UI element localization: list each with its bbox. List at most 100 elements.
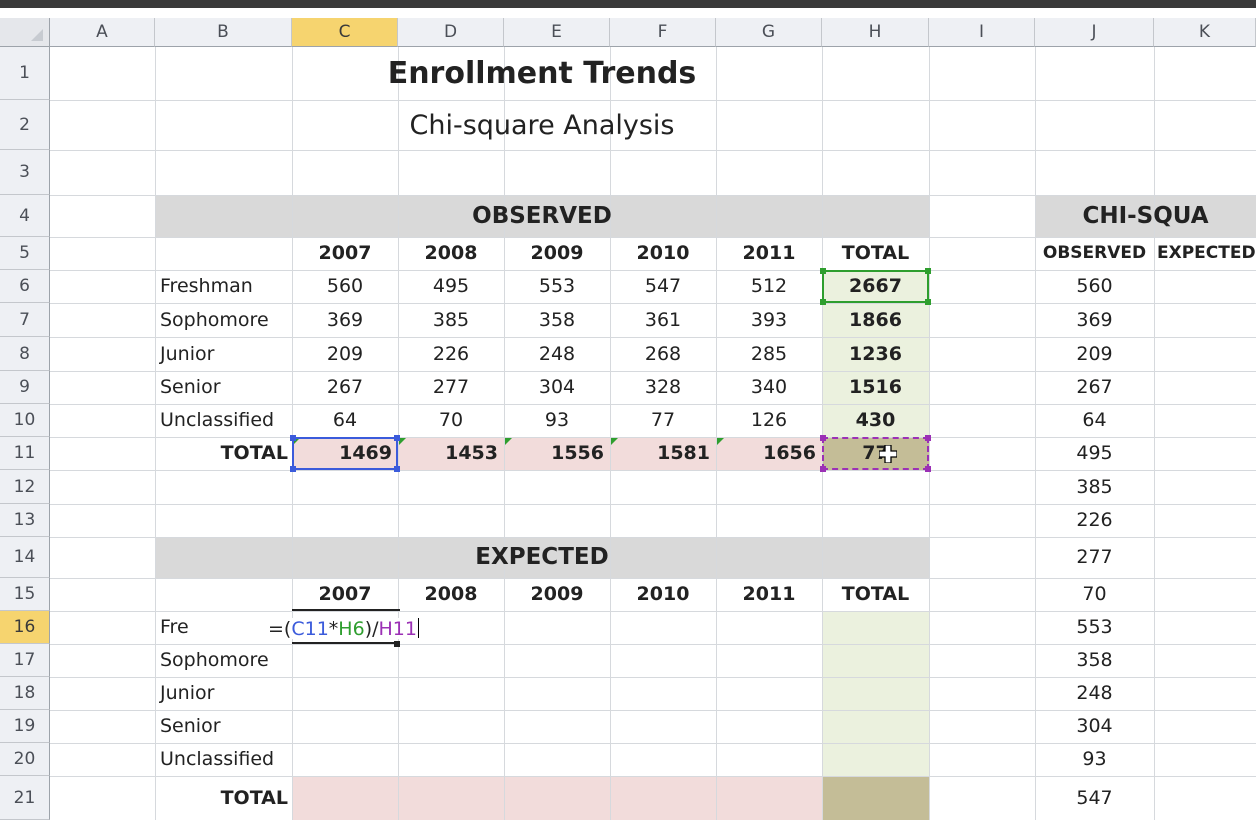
reference-box-C11: [292, 437, 398, 470]
reference-handle[interactable]: [290, 435, 296, 441]
reference-handle[interactable]: [925, 435, 931, 441]
row-header-1[interactable]: 1: [0, 47, 50, 100]
chi-observed-cell: 560: [1076, 275, 1113, 297]
chi-observed-cell: 277: [1076, 546, 1113, 568]
observed-cell: 209: [326, 342, 364, 365]
observed-cell: 495: [432, 275, 470, 297]
observed-grand-total: 77: [862, 442, 889, 464]
column-header-F[interactable]: F: [610, 18, 716, 47]
gridline-row-4: [50, 237, 1256, 238]
observed-year-header-F: 2010: [636, 242, 690, 264]
observed-cell: 77: [650, 409, 676, 431]
row-header-12[interactable]: 12: [0, 470, 50, 504]
expected-section-header: EXPECTED: [475, 544, 609, 570]
observed-row-label: Unclassified: [160, 409, 275, 431]
chi-observed-cell: 64: [1082, 409, 1107, 431]
row-header-7[interactable]: 7: [0, 303, 50, 337]
row-header-13[interactable]: 13: [0, 504, 50, 537]
select-all-corner[interactable]: [0, 18, 50, 47]
observed-total-cell: 1581: [657, 442, 710, 464]
row-header-18[interactable]: 18: [0, 677, 50, 710]
error-indicator: [717, 438, 724, 445]
fill-handle[interactable]: [394, 641, 400, 647]
reference-handle[interactable]: [820, 299, 826, 305]
observed-total-cell: 1469: [339, 442, 392, 464]
row-header-2[interactable]: 2: [0, 100, 50, 150]
reference-handle[interactable]: [925, 299, 931, 305]
reference-handle[interactable]: [925, 466, 931, 472]
gridline-col-C: [398, 47, 399, 820]
active-cell-bottom-border: [292, 642, 400, 644]
reference-handle[interactable]: [394, 466, 400, 472]
observed-total-col-fill: [822, 270, 929, 437]
formula-in-cell-editor[interactable]: =(C11*H6)/H11: [268, 618, 421, 639]
row-header-3[interactable]: 3: [0, 150, 50, 195]
chi-observed-cell: 358: [1076, 649, 1113, 671]
chi-observed-cell: 385: [1076, 475, 1113, 498]
cross-cursor-icon: [878, 444, 898, 464]
row-header-6[interactable]: 6: [0, 270, 50, 303]
formula-token-eq: =(: [268, 618, 292, 640]
row-header-14[interactable]: 14: [0, 537, 50, 578]
gridline-row-5: [50, 270, 1256, 271]
gridline-row-6: [50, 303, 1256, 304]
gridline-row-12: [50, 504, 1256, 505]
column-header-H[interactable]: H: [822, 18, 929, 47]
row-header-10[interactable]: 10: [0, 404, 50, 437]
column-header-G[interactable]: G: [716, 18, 822, 47]
observed-cell: 553: [538, 275, 576, 297]
column-header-E[interactable]: E: [504, 18, 610, 47]
observed-cell: 1236: [849, 342, 902, 365]
reference-handle[interactable]: [820, 466, 826, 472]
row-header-17[interactable]: 17: [0, 644, 50, 677]
observed-row-label: Sophomore: [160, 308, 269, 331]
column-header-B[interactable]: B: [155, 18, 292, 47]
column-header-J[interactable]: J: [1035, 18, 1154, 47]
reference-handle[interactable]: [290, 466, 296, 472]
expected-total-label: TOTAL: [220, 786, 288, 809]
observed-year-header-H: TOTAL: [841, 242, 910, 264]
observed-total-cell: 1656: [763, 442, 816, 464]
gridline-row-14: [50, 578, 1256, 579]
gridline-row-19: [50, 743, 1256, 744]
chi-expected-col-header: EXPECTED: [1157, 245, 1256, 262]
row-header-5[interactable]: 5: [0, 237, 50, 270]
reference-handle[interactable]: [394, 435, 400, 441]
reference-handle[interactable]: [820, 435, 826, 441]
gridline-row-17: [50, 677, 1256, 678]
column-header-I[interactable]: I: [929, 18, 1035, 47]
column-header-K[interactable]: K: [1154, 18, 1256, 47]
column-header-D[interactable]: D: [398, 18, 504, 47]
expected-grand-total-fill: [822, 776, 929, 820]
row-header-19[interactable]: 19: [0, 710, 50, 743]
column-header-A[interactable]: A: [50, 18, 155, 47]
gridline-col-E: [610, 47, 611, 820]
observed-cell: 285: [750, 342, 788, 365]
column-header-C[interactable]: C: [292, 18, 398, 47]
row-header-15[interactable]: 15: [0, 578, 50, 611]
row-header-21[interactable]: 21: [0, 776, 50, 820]
observed-cell: 393: [750, 308, 788, 331]
chi-observed-cell: 495: [1076, 442, 1113, 464]
chi-observed-cell: 369: [1076, 308, 1113, 331]
reference-handle[interactable]: [820, 268, 826, 274]
row-header-4[interactable]: 4: [0, 195, 50, 237]
observed-cell: 64: [332, 409, 358, 431]
text-cursor: [417, 618, 419, 638]
observed-cell: 560: [326, 275, 364, 297]
observed-year-header-D: 2008: [424, 242, 478, 264]
gridline-col-G: [822, 47, 823, 820]
row-header-9[interactable]: 9: [0, 371, 50, 404]
chi-observed-cell: 226: [1076, 509, 1113, 531]
row-header-16[interactable]: 16: [0, 611, 50, 644]
reference-handle[interactable]: [925, 268, 931, 274]
row-header-20[interactable]: 20: [0, 743, 50, 776]
chi-section-header: CHI-SQUA: [1082, 202, 1209, 229]
row-header-8[interactable]: 8: [0, 337, 50, 371]
row-header-11[interactable]: 11: [0, 437, 50, 470]
observed-cell: 277: [432, 376, 470, 398]
gridline-row-18: [50, 710, 1256, 711]
sheet-title: Enrollment Trends: [387, 55, 697, 91]
observed-cell: 1866: [849, 308, 902, 331]
